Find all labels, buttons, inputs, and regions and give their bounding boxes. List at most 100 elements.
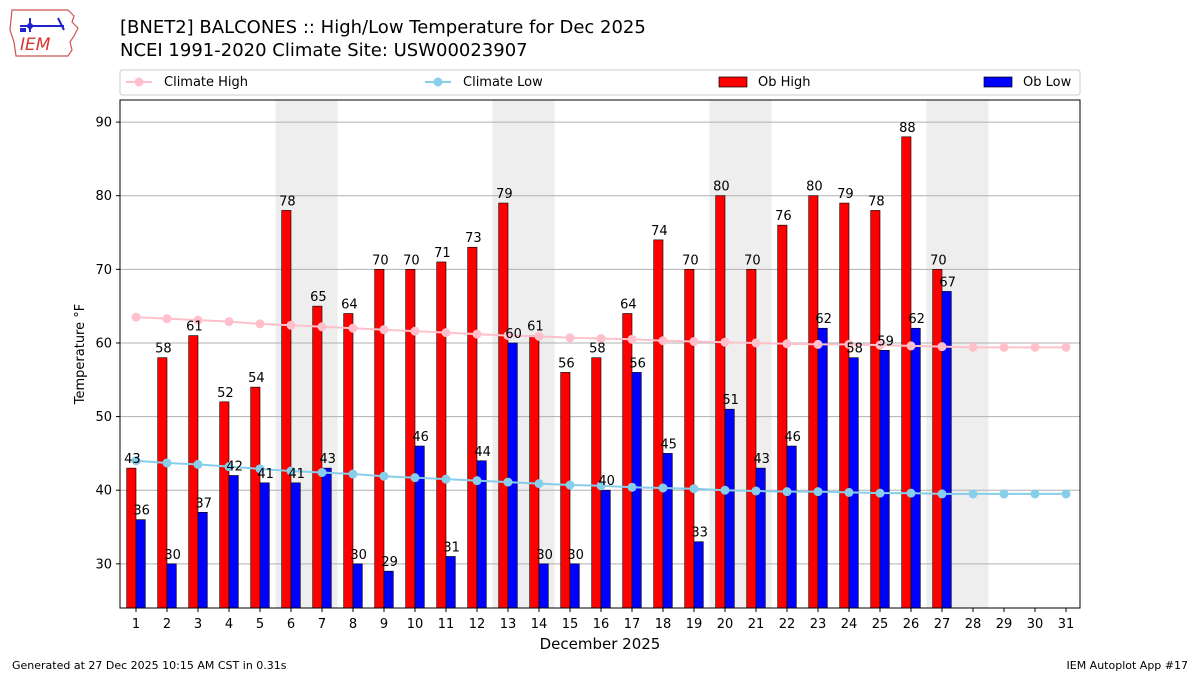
- ob-high-label-25: 78: [868, 194, 885, 209]
- ob-high-bar-11: [436, 261, 447, 609]
- ytick-label-40: 40: [95, 484, 112, 499]
- xtick-label-13: 13: [500, 617, 517, 632]
- ob-high-bar-26: [901, 136, 912, 609]
- ob-low-bar-4: [228, 475, 239, 609]
- bars: [126, 136, 952, 609]
- climate-low-point-6: [286, 466, 296, 476]
- xtick-label-16: 16: [593, 617, 610, 632]
- legend-ob-high-swatch: [718, 76, 748, 88]
- xtick-label-26: 26: [903, 617, 920, 632]
- ob-high-label-24: 79: [837, 187, 854, 202]
- ob-low-bar-14: [538, 563, 549, 609]
- ob-high-bar-27: [932, 269, 943, 609]
- xtick-label-14: 14: [531, 617, 548, 632]
- xtick-label-12: 12: [469, 617, 486, 632]
- legend-climate-high: Climate High: [164, 75, 248, 90]
- ob-high-bar-2: [157, 357, 168, 609]
- ob-high-label-5: 54: [248, 371, 265, 386]
- xtick-label-20: 20: [717, 617, 734, 632]
- ob-high-label-15: 56: [558, 356, 575, 371]
- y-axis-label: Temperature °F: [73, 304, 88, 405]
- ob-high-label-4: 52: [217, 386, 234, 401]
- ob-high-bar-18: [653, 239, 664, 609]
- climate-low-point-31: [1061, 489, 1071, 499]
- climate-low-point-9: [379, 471, 389, 481]
- iem-logo: IEM: [9, 9, 79, 57]
- ob-high-label-10: 70: [403, 253, 420, 268]
- x-ticks: 1 2 3 4 5 6 7 8 9 10 11 12 13 14 15 16 17 18 19 20 21 22 23 24 2…: [132, 608, 1074, 632]
- xtick-label-15: 15: [562, 617, 579, 632]
- legend-climate-low: Climate Low: [463, 75, 543, 90]
- ob-low-label-16: 40: [598, 474, 615, 489]
- xtick-label-24: 24: [841, 617, 858, 632]
- generated-timestamp: Generated at 27 Dec 2025 10:15 AM CST in…: [12, 659, 287, 672]
- ob-low-bar-9: [383, 570, 394, 609]
- xtick-label-4: 4: [225, 617, 233, 632]
- xtick-label-30: 30: [1027, 617, 1044, 632]
- xtick-label-23: 23: [810, 617, 827, 632]
- climate-high-point-31: [1061, 342, 1071, 352]
- climate-high-point-1: [131, 312, 141, 322]
- legend-ob-low-swatch: [983, 76, 1013, 88]
- ob-high-bar-22: [777, 224, 788, 609]
- xtick-label-28: 28: [965, 617, 982, 632]
- plot-frame: [119, 99, 1081, 609]
- climate-low-point-16: [596, 481, 606, 491]
- climate-low-point-27: [937, 489, 947, 499]
- data-labels: 43 58 61 52 54 78 65 64 70 70 71 73 79 61 56 58 64 74 70 80…: [124, 121, 956, 570]
- climate-high-point-14: [534, 331, 544, 341]
- climate-high-point-22: [782, 339, 792, 349]
- ob-low-label-19: 33: [691, 526, 708, 541]
- ob-high-label-12: 73: [465, 231, 482, 246]
- ob-low-bar-16: [600, 489, 611, 609]
- xtick-label-25: 25: [872, 617, 889, 632]
- ob-high-label-7: 65: [310, 290, 327, 305]
- ob-high-label-27: 70: [930, 253, 947, 268]
- ob-high-bar-13: [498, 202, 509, 609]
- climate-high-point-6: [286, 320, 296, 330]
- climate-high-point-20: [720, 337, 730, 347]
- ob-high-label-14: 61: [527, 320, 544, 335]
- climate-high-point-17: [627, 334, 637, 344]
- climate-low-point-18: [658, 483, 668, 493]
- climate-high-point-8: [348, 323, 358, 333]
- ob-high-label-13: 79: [496, 187, 513, 202]
- climate-low-point-28: [968, 489, 978, 499]
- climate-high-point-19: [689, 336, 699, 346]
- ob-high-bar-3: [188, 335, 199, 609]
- climate-high-point-11: [441, 328, 451, 338]
- ob-high-label-2: 58: [155, 342, 172, 357]
- iem-logo-text: IEM: [20, 35, 51, 55]
- ob-high-bar-15: [560, 372, 571, 609]
- ob-high-bar-12: [467, 246, 478, 609]
- ob-low-label-6: 41: [288, 467, 305, 482]
- xtick-label-10: 10: [407, 617, 424, 632]
- climate-lines: [131, 312, 1071, 499]
- xtick-label-6: 6: [287, 617, 295, 632]
- xtick-label-22: 22: [779, 617, 796, 632]
- climate-low-point-1: [131, 456, 141, 466]
- xtick-label-8: 8: [349, 617, 357, 632]
- climate-low-point-13: [503, 477, 513, 487]
- ob-high-label-6: 78: [279, 194, 296, 209]
- ob-low-label-15: 30: [567, 548, 584, 563]
- climate-low-point-29: [999, 489, 1009, 499]
- ob-high-bar-21: [746, 269, 757, 609]
- climate-high-point-7: [317, 322, 327, 332]
- ob-high-label-3: 61: [186, 320, 203, 335]
- chart-subtitle: NCEI 1991-2020 Climate Site: USW00023907: [120, 40, 528, 61]
- xtick-label-3: 3: [194, 617, 202, 632]
- climate-high-point-23: [813, 339, 823, 349]
- ob-high-bar-25: [870, 210, 881, 609]
- ob-low-bar-6: [290, 482, 301, 609]
- ob-low-bar-10: [414, 445, 425, 609]
- climate-low-point-5: [255, 464, 265, 474]
- ob-low-bar-23: [817, 327, 828, 609]
- climate-high-point-3: [193, 315, 203, 325]
- climate-low-point-30: [1030, 489, 1040, 499]
- climate-high-point-12: [472, 329, 482, 339]
- climate-high-point-5: [255, 319, 265, 329]
- climate-low-point-15: [565, 480, 575, 490]
- ob-high-label-18: 74: [651, 224, 668, 239]
